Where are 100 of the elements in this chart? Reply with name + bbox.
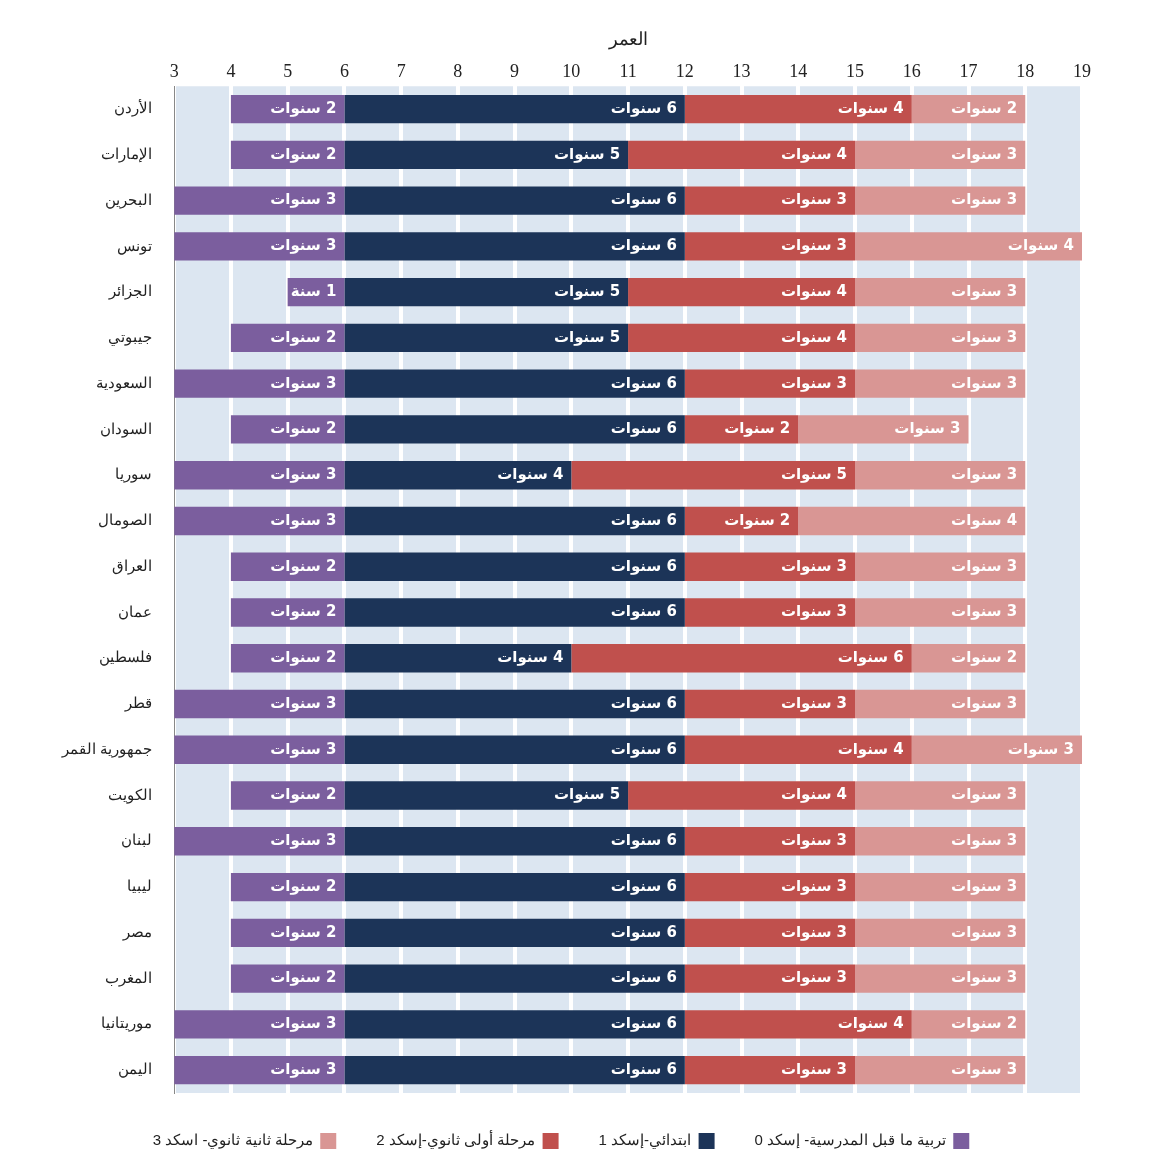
bar bbox=[344, 964, 685, 993]
data-label: 4 سنوات bbox=[780, 282, 848, 301]
y-tick-label: الجزائر bbox=[108, 282, 153, 301]
x-tick-label: 9 bbox=[510, 61, 520, 82]
bar bbox=[344, 1055, 685, 1085]
x-tick-label: 16 bbox=[902, 61, 921, 82]
data-label: 2 سنوات bbox=[270, 648, 337, 667]
bar bbox=[855, 232, 1082, 261]
bar bbox=[230, 781, 345, 810]
bar bbox=[174, 232, 345, 261]
data-label: 2 سنوات bbox=[270, 602, 337, 621]
bar bbox=[911, 735, 1082, 764]
y-tick-label: تونس bbox=[117, 236, 153, 255]
bar bbox=[344, 461, 572, 490]
bar bbox=[344, 781, 629, 810]
data-label: 3 سنوات bbox=[270, 236, 337, 255]
x-tick-label: 4 bbox=[226, 61, 236, 82]
bar bbox=[684, 1010, 912, 1039]
x-tick-label: 8 bbox=[453, 61, 463, 82]
bar bbox=[174, 735, 345, 764]
data-label: 5 سنوات bbox=[553, 785, 621, 804]
bar bbox=[230, 598, 345, 627]
data-label: 6 سنوات bbox=[610, 922, 677, 941]
data-label: 2 سنوات bbox=[270, 785, 337, 804]
y-tick-label: العراق bbox=[112, 556, 153, 575]
bar bbox=[230, 964, 345, 993]
data-label: 5 سنوات bbox=[780, 465, 848, 484]
bar bbox=[684, 735, 912, 764]
bar bbox=[344, 827, 685, 856]
y-tick-label: السعودية bbox=[96, 373, 153, 392]
data-label: 3 سنوات bbox=[780, 190, 848, 209]
data-label: 6 سنوات bbox=[610, 968, 677, 987]
data-label: 3 سنوات bbox=[780, 602, 848, 621]
data-label: 3 سنوات bbox=[780, 693, 848, 712]
legend-label: ابتدائي-إسكد 1 bbox=[598, 1131, 692, 1150]
y-tick-label: لبنان bbox=[121, 831, 153, 849]
bar bbox=[174, 186, 345, 215]
x-tick-label: 13 bbox=[732, 61, 751, 82]
data-label: 2 سنوات bbox=[270, 144, 337, 163]
data-label: 3 سنوات bbox=[780, 556, 848, 575]
data-label: 2 سنوات bbox=[270, 922, 337, 941]
bar bbox=[628, 781, 856, 810]
data-label: 6 سنوات bbox=[610, 510, 677, 529]
data-label: 6 سنوات bbox=[610, 556, 677, 575]
bar bbox=[684, 552, 856, 581]
data-label: 3 سنوات bbox=[951, 465, 1018, 484]
bar bbox=[344, 918, 685, 948]
data-label: 3 سنوات bbox=[951, 922, 1018, 941]
data-label: 3 سنوات bbox=[951, 831, 1018, 850]
bar bbox=[911, 1010, 1026, 1039]
data-label: 2 سنوات bbox=[270, 556, 337, 575]
bar bbox=[855, 1055, 1026, 1085]
bar bbox=[344, 323, 629, 353]
data-label: 3 سنوات bbox=[951, 190, 1018, 209]
data-label: 3 سنوات bbox=[780, 1060, 848, 1079]
data-label: 2 سنوات bbox=[270, 876, 337, 895]
data-label: 6 سنوات bbox=[610, 190, 677, 209]
data-label: 3 سنوات bbox=[780, 968, 848, 987]
data-label: 4 سنوات bbox=[780, 144, 848, 163]
bar bbox=[855, 277, 1026, 307]
bar bbox=[571, 461, 856, 490]
legend-label: مرحلة أولى ثانوي-إسكد 2 bbox=[376, 1130, 536, 1150]
bar bbox=[344, 506, 685, 536]
bar bbox=[684, 1055, 856, 1085]
data-label: 3 سنوات bbox=[270, 739, 337, 758]
data-label: 3 سنوات bbox=[780, 876, 848, 895]
bar bbox=[798, 506, 1026, 536]
bar bbox=[344, 1010, 685, 1039]
bar bbox=[855, 461, 1026, 490]
y-tick-label: الصومال bbox=[98, 511, 153, 530]
bar bbox=[628, 140, 856, 170]
bar bbox=[174, 506, 345, 536]
bar bbox=[344, 277, 629, 307]
x-tick-label: 14 bbox=[789, 61, 808, 82]
bar bbox=[344, 94, 685, 124]
data-label: 3 سنوات bbox=[780, 373, 848, 392]
bar bbox=[855, 918, 1026, 948]
bar bbox=[344, 369, 685, 398]
x-tick-label: 3 bbox=[169, 61, 179, 82]
bar bbox=[571, 644, 912, 673]
data-label: 2 سنوات bbox=[724, 510, 791, 529]
data-label: 2 سنوات bbox=[270, 327, 337, 346]
bar bbox=[344, 415, 685, 444]
data-label: 4 سنوات bbox=[780, 327, 848, 346]
data-label: 3 سنوات bbox=[270, 465, 337, 484]
x-tick-label: 17 bbox=[959, 61, 978, 82]
bar bbox=[344, 735, 685, 764]
data-label: 2 سنوات bbox=[951, 98, 1018, 117]
bar bbox=[684, 598, 856, 627]
legend-label: تربية ما قبل المدرسية- إسكد 0 bbox=[754, 1131, 946, 1150]
bar bbox=[684, 415, 799, 444]
y-tick-label: السودان bbox=[100, 419, 153, 438]
bar bbox=[855, 140, 1026, 170]
bar bbox=[798, 415, 969, 444]
legend-label: مرحلة ثانية ثانوي- اسكد 3 bbox=[152, 1131, 313, 1150]
bar bbox=[855, 689, 1026, 719]
y-tick-label: سوريا bbox=[115, 465, 153, 484]
data-label: 3 سنوات bbox=[270, 831, 337, 850]
bar bbox=[344, 232, 685, 261]
data-label: 3 سنوات bbox=[894, 419, 961, 438]
